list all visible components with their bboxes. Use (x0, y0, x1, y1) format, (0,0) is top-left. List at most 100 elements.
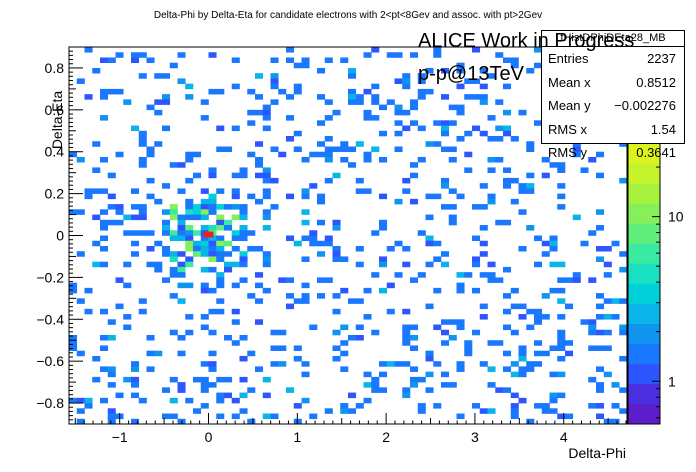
heatmap-cell (596, 387, 605, 393)
stats-value: 0.3641 (636, 145, 676, 160)
heatmap-cell (541, 408, 550, 414)
heatmap-cell (100, 219, 109, 226)
heatmap-cell (588, 345, 597, 351)
palette-band (628, 243, 660, 264)
heatmap-cell (603, 272, 612, 278)
heatmap-cell (557, 204, 566, 210)
heatmap-cell (138, 298, 147, 304)
heatmap-cell (293, 146, 302, 153)
heatmap-cell (224, 376, 233, 383)
heatmap-cell (332, 251, 341, 257)
heatmap-cell (115, 204, 124, 210)
heatmap-cell (193, 230, 202, 236)
heatmap-cell (425, 240, 434, 247)
heatmap-cell (526, 183, 535, 189)
heatmap-cell (572, 272, 581, 278)
heatmap-cell (286, 94, 295, 100)
heatmap-cell (456, 413, 465, 420)
heatmap-cell (425, 371, 434, 378)
axes: −1 0 1 2 3 4 −0.8 −0.6 −0.4 −0.2 0 0.2 0.4 0.6 0.8 (36, 46, 628, 445)
heatmap-cell (417, 88, 426, 95)
heatmap-cell (557, 340, 566, 346)
heatmap-cell (162, 73, 171, 79)
heatmap-cell (169, 235, 178, 242)
heatmap-cell (487, 167, 496, 173)
heatmap-cell (510, 136, 519, 142)
heatmap-cell (115, 209, 124, 215)
heatmap-cell (456, 272, 465, 278)
heatmap-cell (526, 418, 535, 425)
heatmap-cells (69, 47, 628, 425)
heatmap-cell (479, 303, 488, 310)
heatmap-cell (131, 361, 140, 367)
heatmap-cell (572, 141, 581, 147)
heatmap-cell (332, 355, 341, 362)
heatmap-cell (301, 282, 310, 289)
heatmap-cell (208, 361, 217, 367)
heatmap-cell (231, 230, 240, 236)
heatmap-cell (100, 366, 109, 372)
heatmap-cell (402, 109, 411, 116)
heatmap-cell (479, 204, 488, 210)
heatmap-cell (394, 109, 403, 116)
heatmap-cell (278, 345, 287, 351)
heatmap-cell (247, 418, 256, 425)
heatmap-cell (293, 62, 302, 69)
heatmap-cell (100, 334, 109, 341)
heatmap-cell (441, 382, 450, 388)
heatmap-cell (386, 245, 395, 252)
heatmap-cell (503, 308, 512, 315)
heatmap-cell (270, 83, 279, 90)
heatmap-cell (355, 245, 364, 252)
heatmap-cell (611, 403, 620, 409)
heatmap-cell (208, 329, 217, 336)
heatmap-cell (355, 141, 364, 147)
heatmap-cell (510, 303, 519, 310)
heatmap-cell (510, 371, 519, 378)
heatmap-cell (619, 408, 628, 414)
heatmap-cell (464, 272, 473, 278)
heatmap-cell (239, 172, 248, 179)
heatmap-cell (309, 240, 318, 247)
heatmap-cell (596, 314, 605, 320)
palette-tick-label: 10 (668, 209, 684, 225)
stats-value: 2237 (647, 51, 676, 66)
heatmap-cell (255, 141, 264, 147)
heatmap-cell (348, 67, 357, 74)
heatmap-cell (131, 251, 140, 257)
heatmap-cell (549, 397, 558, 404)
heatmap-cell (239, 256, 248, 262)
heatmap-cell (441, 371, 450, 378)
heatmap-cell (472, 204, 481, 210)
heatmap-cell (503, 366, 512, 372)
heatmap-cell (379, 387, 388, 393)
heatmap-cell (224, 392, 233, 399)
heatmap-cell (487, 193, 496, 200)
heatmap-cell (200, 240, 209, 247)
heatmap-cell (472, 47, 481, 53)
heatmap-cell (402, 392, 411, 399)
heatmap-cell (472, 94, 481, 100)
heatmap-cell (557, 371, 566, 378)
heatmap-cell (332, 308, 341, 315)
heatmap-cell (270, 329, 279, 336)
heatmap-cell (410, 334, 419, 341)
heatmap-cell (123, 214, 132, 221)
heatmap-cell (107, 88, 116, 95)
heatmap-cell (441, 183, 450, 189)
heatmap-cell (596, 413, 605, 420)
heatmap-cell (193, 240, 202, 247)
heatmap-cell (394, 146, 403, 153)
heatmap-cell (200, 324, 209, 331)
heatmap-cell (495, 99, 504, 105)
heatmap-cell (231, 245, 240, 252)
heatmap-cell (348, 94, 357, 100)
heatmap-cell (100, 209, 109, 215)
heatmap-cell (208, 198, 217, 205)
heatmap-cell (185, 204, 194, 210)
heatmap-cell (200, 266, 209, 273)
heatmap-cell (541, 293, 550, 299)
heatmap-cell (464, 340, 473, 346)
heatmap-cell (379, 219, 388, 226)
heatmap-cell (549, 392, 558, 399)
